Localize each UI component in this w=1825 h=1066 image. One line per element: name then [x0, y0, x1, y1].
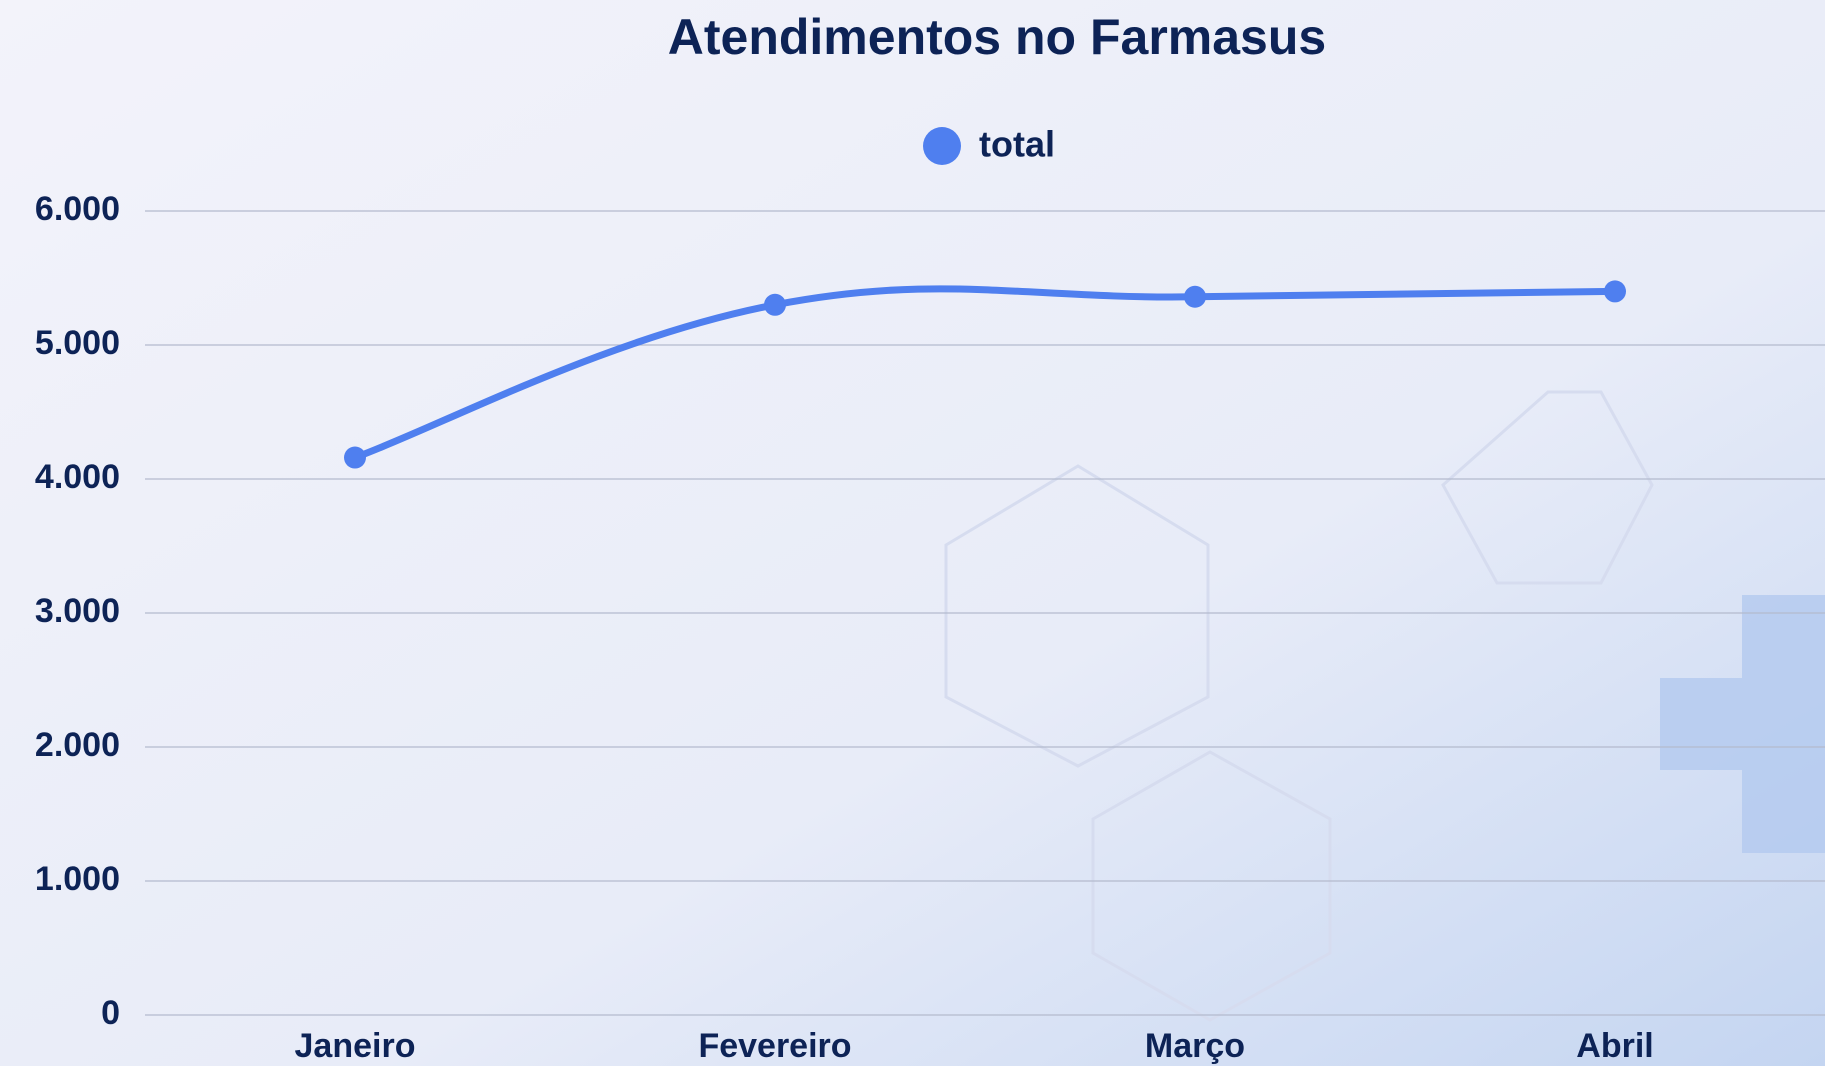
x-tick-label: Março	[1145, 1027, 1245, 1065]
y-tick-label: 1.000	[35, 860, 120, 898]
y-tick-label: 2.000	[35, 726, 120, 764]
y-tick-label: 3.000	[35, 592, 120, 630]
legend-label: total	[979, 124, 1055, 165]
y-tick-label: 0	[101, 994, 120, 1032]
point	[1604, 280, 1626, 303]
y-tick-label: 6.000	[35, 190, 120, 228]
decoration	[944, 390, 1654, 1022]
point	[764, 293, 786, 316]
legend-marker	[923, 127, 961, 165]
x-tick-label: Abril	[1576, 1027, 1653, 1065]
point	[1184, 285, 1206, 308]
line	[351, 285, 1619, 462]
y-tick-label: 4.000	[35, 458, 120, 496]
chart-title: Atendimentos no Farmasus	[668, 9, 1326, 65]
decoration	[1660, 595, 1825, 853]
point	[344, 446, 366, 469]
y-tick-label: 5.000	[35, 324, 120, 362]
x-tick-label: Fevereiro	[698, 1027, 851, 1065]
x-tick-label: Janeiro	[295, 1027, 416, 1065]
